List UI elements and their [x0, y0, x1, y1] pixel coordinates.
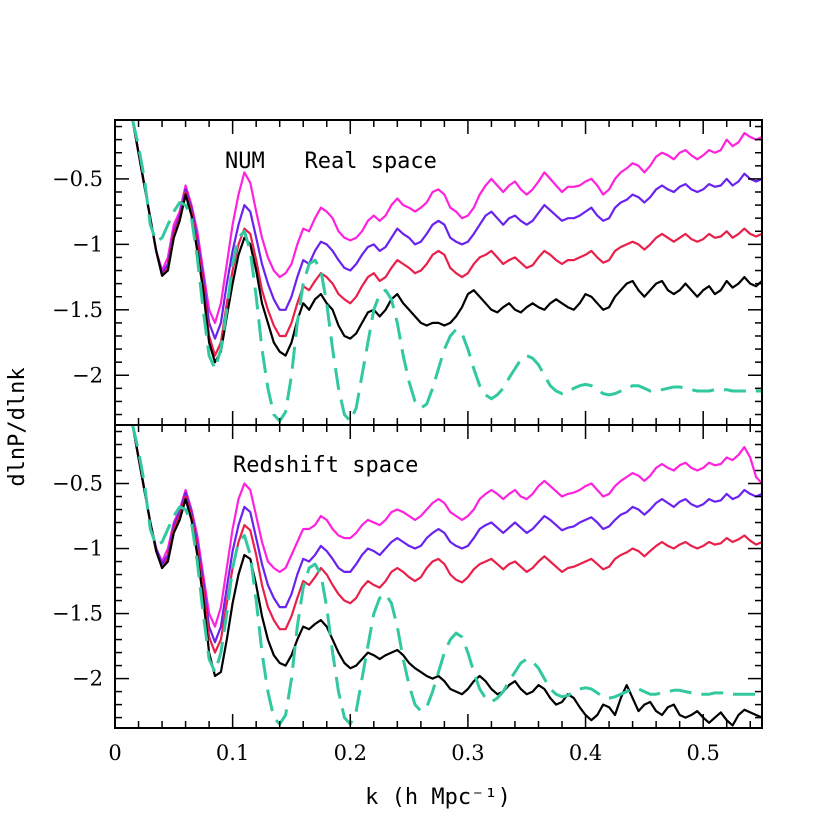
y-tick-label: −1	[72, 537, 103, 561]
x-tick-label: 0.5	[686, 741, 719, 765]
x-tick-label: 0	[108, 741, 121, 765]
series-line-purple	[133, 425, 762, 642]
x-tick-label: 0.3	[451, 741, 484, 765]
panel-2: −2 −1.5 −1 −0.5 Redshift space	[52, 425, 762, 728]
y-tick-label: −0.5	[52, 167, 103, 191]
y-tick-label: −2	[72, 667, 103, 691]
panel-label: Redshift space	[233, 453, 418, 478]
panel-1: −2 −1.5 −1 −0.5 NUM Real space	[52, 120, 762, 425]
x-tick-label: 0.1	[216, 741, 249, 765]
panel-label: NUM Real space	[225, 149, 437, 174]
panel-frame	[115, 425, 762, 728]
y-axis-title: dlnP/dlnk	[5, 367, 30, 486]
panel-frame	[115, 120, 762, 425]
plot-layer: −2 −1.5 −1 −0.5 NUM Real space −2 −1.5 −1 −0.5 Re…	[52, 120, 762, 765]
y-tick-label: −1.5	[52, 602, 103, 626]
series-line-teal	[133, 425, 762, 724]
x-axis-title: k (h Mpc⁻¹)	[365, 785, 511, 810]
x-tick-label: 0.4	[569, 741, 602, 765]
y-tick-label: −2	[72, 363, 103, 387]
y-tick-label: −0.5	[52, 472, 103, 496]
panel-2-series	[133, 425, 762, 725]
y-tick-label: −1	[72, 232, 103, 256]
x-tick-label: 0.2	[334, 741, 367, 765]
series-line-black	[133, 425, 762, 725]
y-tick-label: −1.5	[52, 298, 103, 322]
